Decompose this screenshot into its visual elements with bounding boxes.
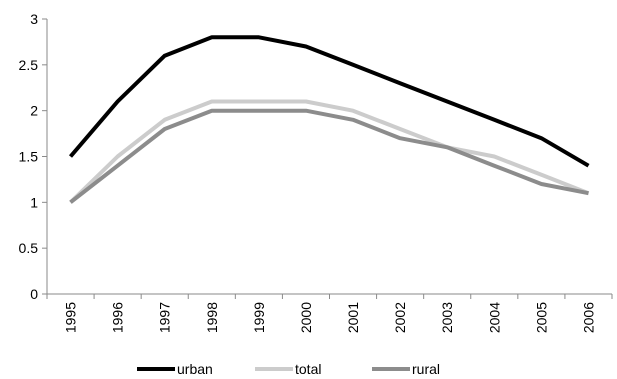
x-tick-label: 1997 bbox=[157, 302, 173, 333]
x-tick-label: 2000 bbox=[298, 302, 314, 333]
y-tick-label: 2 bbox=[30, 103, 38, 119]
legend-label-total: total bbox=[295, 361, 321, 377]
y-tick-label: 2.5 bbox=[19, 57, 39, 73]
series-lines bbox=[68, 35, 590, 204]
legend-label-rural: rural bbox=[412, 361, 440, 377]
x-tick-label: 2002 bbox=[392, 302, 408, 333]
y-tick-label: 3 bbox=[30, 11, 38, 27]
x-tick-label: 2001 bbox=[345, 302, 361, 333]
x-tick-label: 1996 bbox=[110, 302, 126, 333]
series-line-urban bbox=[68, 35, 590, 168]
y-tick-label: 1 bbox=[30, 194, 38, 210]
x-tick-label: 2005 bbox=[533, 302, 549, 333]
x-tick-label: 2006 bbox=[580, 302, 596, 333]
series-line-rural bbox=[69, 108, 589, 204]
x-tick-label: 1995 bbox=[63, 302, 79, 333]
y-tick-label: 1.5 bbox=[19, 149, 39, 165]
legend: urban total rural bbox=[137, 361, 440, 377]
y-tick-label: 0 bbox=[30, 286, 38, 302]
series-line-total bbox=[69, 99, 590, 204]
legend-label-urban: urban bbox=[177, 361, 213, 377]
axes: 0 0.5 1 1.5 2 2.5 3 1995 1996 1997 1998 1999 2000 200… bbox=[19, 11, 613, 333]
x-tick-label: 1999 bbox=[251, 302, 267, 333]
y-tick-label: 0.5 bbox=[19, 240, 39, 256]
x-tick-label: 1998 bbox=[204, 302, 220, 333]
x-tick-label: 2004 bbox=[486, 302, 502, 333]
x-tick-label: 2003 bbox=[439, 302, 455, 333]
